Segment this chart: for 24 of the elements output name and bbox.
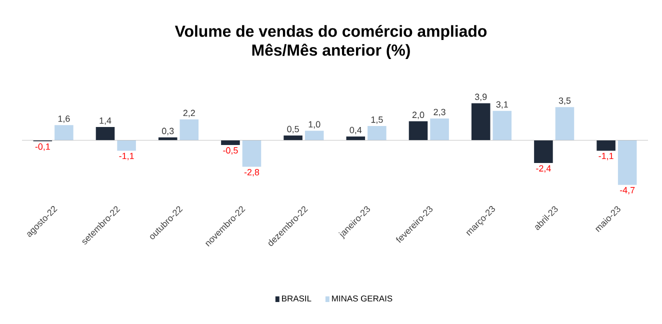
legend-label: BRASIL bbox=[282, 295, 312, 302]
data-label: 3,5 bbox=[558, 97, 571, 105]
data-label: -4,7 bbox=[620, 187, 635, 194]
data-label: -0,5 bbox=[223, 147, 238, 155]
data-label: -2,4 bbox=[536, 165, 551, 173]
data-label: -2,8 bbox=[244, 168, 260, 176]
data-label: 3,1 bbox=[496, 101, 508, 109]
data-label: 0,3 bbox=[162, 128, 174, 136]
data-label: 1,0 bbox=[308, 121, 320, 129]
data-label: -1,1 bbox=[598, 152, 614, 160]
data-label: -1,1 bbox=[119, 152, 134, 160]
chart-title: Volume de vendas do comércio ampliado bbox=[174, 25, 487, 40]
data-label: 2,0 bbox=[412, 112, 424, 120]
data-label: 1,5 bbox=[371, 116, 383, 124]
data-label: 1,6 bbox=[58, 115, 70, 123]
data-label: 1,4 bbox=[100, 117, 112, 125]
data-label: 0,5 bbox=[287, 126, 299, 134]
data-label: 0,4 bbox=[350, 126, 362, 134]
chart-subtitle: Mês/Mês anterior (%) bbox=[252, 44, 410, 59]
data-label: 3,9 bbox=[474, 94, 487, 102]
legend-label: MINAS GERAIS bbox=[332, 295, 392, 302]
data-label: 2,3 bbox=[434, 108, 446, 116]
data-label: 2,2 bbox=[183, 110, 195, 118]
data-label: -0,1 bbox=[35, 143, 50, 151]
